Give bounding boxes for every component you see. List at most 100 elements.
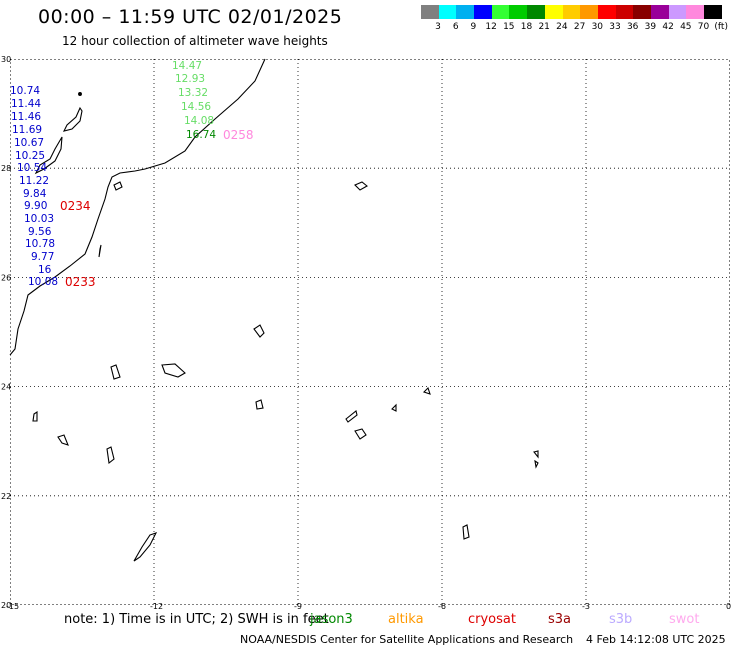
island-coast-3 [253, 324, 265, 338]
latitude-label: 26 [1, 273, 11, 282]
scale-label: 3 [435, 22, 441, 32]
scale-swatch [633, 5, 651, 19]
lanzarote-coast [62, 106, 83, 132]
fuerteventura-coast [34, 136, 63, 175]
scale-label: 18 [520, 22, 533, 32]
longitude-label: -15 [6, 602, 20, 611]
wave-height-value: 11.22 [19, 175, 49, 187]
islet-marker [78, 92, 82, 96]
island-coast-12 [354, 428, 367, 440]
longitude-label: -12 [150, 602, 164, 611]
scale-label: 30 [591, 22, 604, 32]
scale-label: 70 [697, 22, 710, 32]
latitude-label: 24 [1, 383, 11, 392]
wave-height-value: 9.90 [24, 200, 47, 212]
wave-height-value: 16 [38, 264, 52, 276]
island-coast-4 [161, 363, 186, 378]
wave-height-value: 10.74 [10, 85, 40, 97]
scale-swatch [527, 5, 545, 19]
credit-text: NOAA/NESDIS Center for Satellite Applica… [240, 633, 574, 646]
satellite-legend-item: s3b [609, 612, 633, 627]
footer-credit-row: NOAA/NESDIS Center for Satellite Applica… [0, 633, 740, 647]
timestamp-text: 4 Feb 14:12:08 UTC 2025 [586, 633, 726, 646]
africa-coastline [9, 58, 266, 356]
scale-swatch [562, 5, 581, 19]
wave-height-color-scale [421, 5, 722, 19]
longitude-label: -9 [294, 602, 302, 611]
wave-height-value: 11.46 [11, 111, 41, 123]
scale-label: 36 [626, 22, 639, 32]
scale-swatch [491, 5, 510, 19]
footer-note: note: 1) Time is in UTC; 2) SWH is in fe… [64, 612, 329, 627]
longitude-label: -3 [582, 602, 590, 611]
scale-label: 45 [680, 22, 692, 32]
scale-swatch [668, 5, 687, 19]
scale-swatch [456, 5, 475, 19]
scale-label: 33 [609, 22, 621, 32]
scale-label: 6 [452, 22, 459, 32]
scale-label: 39 [644, 22, 657, 32]
scale-label: 21 [538, 22, 550, 32]
scale-label: 42 [662, 22, 674, 32]
island-coast-13 [106, 446, 115, 465]
island-coast-1 [354, 181, 368, 191]
scale-swatch [438, 5, 457, 19]
scale-swatch [615, 5, 634, 19]
footer-note-row: note: 1) Time is in UTC; 2) SWH is in fe… [0, 612, 740, 630]
island-coast-5 [110, 364, 121, 380]
pass-time-label: 0233 [65, 275, 96, 289]
wave-height-value: 14.47 [172, 60, 202, 72]
scale-swatch [421, 5, 439, 19]
wave-height-value: 14.08 [184, 115, 214, 127]
track-blue-wave-values: 10.7411.4411.4611.6910.6710.2510.5411.22… [10, 85, 58, 288]
wave-height-value: 10.03 [24, 213, 54, 225]
scale-label: 9 [470, 22, 477, 32]
wave-height-value: 16.74 [186, 129, 216, 141]
latitude-label: 30 [1, 55, 11, 64]
wave-height-value: 10.54 [17, 162, 47, 174]
satellite-legend-item: altika [388, 612, 424, 627]
island-coast-16 [462, 524, 470, 540]
longitude-label: 0 [726, 602, 732, 611]
island-coast-6 [255, 399, 264, 410]
latitude-label: 28 [1, 164, 11, 173]
altimeter-map: 10.7411.4411.4611.6910.6710.2510.5411.22… [1, 55, 730, 610]
island-coast-9 [345, 410, 358, 423]
satellite-legend-item: swot [669, 612, 700, 627]
longitude-labels: -15 -12 -9 -6 -3 0 [0, 602, 740, 614]
wave-height-value: 9.84 [23, 188, 47, 200]
scale-swatch [597, 5, 616, 19]
pass-time-label: 0258 [223, 128, 254, 142]
wave-height-value: 14.56 [181, 101, 211, 113]
wave-height-value: 11.44 [11, 98, 41, 110]
scale-swatch [509, 5, 528, 19]
scale-swatch [650, 5, 669, 19]
wave-height-value: 10.25 [15, 150, 45, 162]
island-coast-10 [391, 403, 397, 412]
wave-height-value: 10.78 [25, 238, 55, 250]
island-coast-8 [32, 410, 38, 422]
latitude-label: 20 [1, 601, 11, 610]
satellite-legend-item: cryosat [468, 612, 516, 627]
map-subtitle: 12 hour collection of altimeter wave hei… [62, 34, 328, 48]
longitude-label: -6 [438, 602, 446, 611]
wave-height-value: 12.93 [175, 73, 205, 85]
island-coast-11 [57, 434, 69, 446]
lat-lon-grid [10, 59, 730, 605]
scale-swatch [580, 5, 598, 19]
wave-height-value: 10.08 [28, 276, 58, 288]
scale-swatch [704, 5, 722, 19]
pass-time-label: 0234 [60, 199, 91, 213]
island-coast-17 [133, 532, 158, 562]
island-coast-2 [98, 244, 102, 258]
wave-height-value: 13.32 [178, 87, 208, 99]
wave-height-value: 9.56 [28, 226, 52, 238]
gran-canaria-coast [113, 181, 123, 191]
latitude-label: 22 [1, 492, 11, 501]
scale-label: 24 [556, 22, 568, 32]
satellite-legend-item: jason3 [310, 612, 353, 627]
island-coast-15 [534, 459, 539, 469]
wave-height-value: 10.67 [14, 137, 44, 149]
island-coast-7 [422, 386, 431, 395]
